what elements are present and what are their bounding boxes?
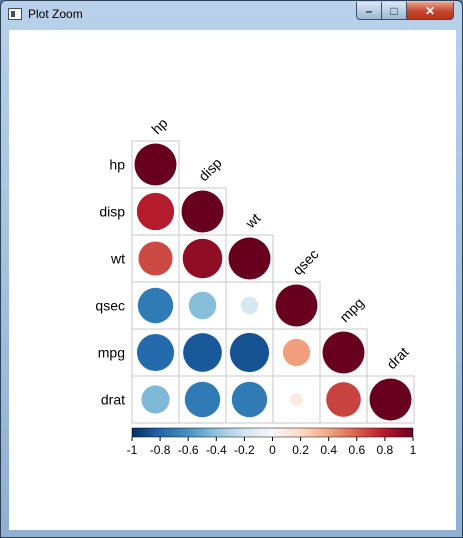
correlation-circle-wt-hp (138, 241, 173, 276)
colorbar-tick-label: -0.4 (206, 443, 227, 457)
correlation-circle-qsec-wt (240, 296, 259, 315)
correlation-circle-drat-mpg (326, 382, 361, 417)
correlation-circle-mpg-wt (229, 332, 270, 373)
minimize-button[interactable]: – (356, 2, 382, 20)
correlation-circle-drat-hp (141, 385, 170, 414)
column-label-qsec: qsec (289, 246, 321, 278)
title-bar[interactable]: Plot Zoom – □ ✕ (1, 1, 462, 28)
plot-window-icon (8, 8, 22, 20)
correlation-circle-drat-wt (231, 381, 268, 418)
row-label-disp: disp (99, 204, 125, 220)
colorbar (131, 427, 414, 438)
correlation-circle-disp-hp (136, 192, 175, 231)
correlation-plot: hpdispwtqsecmpgdrathpdispwtqsecmpgdrat-1… (95, 115, 417, 457)
column-label-mpg: mpg (336, 295, 367, 326)
column-label-drat: drat (383, 344, 411, 372)
colorbar-tick-label: -1 (127, 443, 138, 457)
colorbar-tick-label: -0.8 (150, 443, 171, 457)
row-label-drat: drat (101, 392, 125, 408)
close-button[interactable]: ✕ (406, 2, 454, 20)
row-label-mpg: mpg (98, 345, 125, 361)
maximize-icon: □ (390, 3, 398, 18)
maximize-button[interactable]: □ (381, 2, 407, 20)
correlation-circle-disp-disp (181, 190, 224, 233)
minimize-icon: – (365, 3, 373, 18)
column-label-hp: hp (148, 115, 170, 137)
correlation-circle-wt-disp (182, 238, 223, 279)
correlation-circle-qsec-hp (137, 287, 174, 324)
colorbar-tick-label: 0.8 (377, 443, 394, 457)
colorbar-tick-label: -0.6 (178, 443, 199, 457)
correlation-circle-mpg-mpg (322, 331, 365, 374)
correlation-circle-mpg-disp (183, 333, 222, 372)
window-title: Plot Zoom (28, 7, 83, 21)
column-label-disp: disp (195, 154, 225, 184)
colorbar-tick-label: 0.4 (320, 443, 337, 457)
correlation-circle-drat-drat (369, 378, 412, 421)
colorbar-tick-label: -0.2 (234, 443, 255, 457)
correlation-circle-drat-qsec (290, 393, 303, 406)
close-icon: ✕ (424, 3, 436, 18)
row-label-wt: wt (110, 251, 125, 267)
plot-area: hp disp wt qsec mpg drat hp disp wt qsec mpg drat -1… (9, 30, 456, 530)
correlation-circle-qsec-qsec (275, 284, 318, 327)
colorbar-tick-label: 1 (410, 443, 417, 457)
row-label-qsec: qsec (95, 298, 125, 314)
correlation-circle-hp-hp (134, 143, 177, 186)
correlation-circle-qsec-disp (188, 291, 217, 320)
colorbar-tick-label: 0.2 (292, 443, 309, 457)
correlation-circle-wt-wt (228, 237, 271, 280)
grid-cell (178, 281, 227, 330)
colorbar-tick-label: 0.6 (348, 443, 365, 457)
colorbar-tick-label: 0 (269, 443, 276, 457)
column-label-wt: wt (242, 210, 264, 232)
correlation-circle-mpg-qsec (282, 338, 311, 367)
correlation-circle-mpg-hp (136, 333, 175, 372)
row-label-hp: hp (109, 157, 125, 173)
grid-cell (272, 328, 321, 377)
correlation-circle-drat-disp (184, 381, 221, 418)
